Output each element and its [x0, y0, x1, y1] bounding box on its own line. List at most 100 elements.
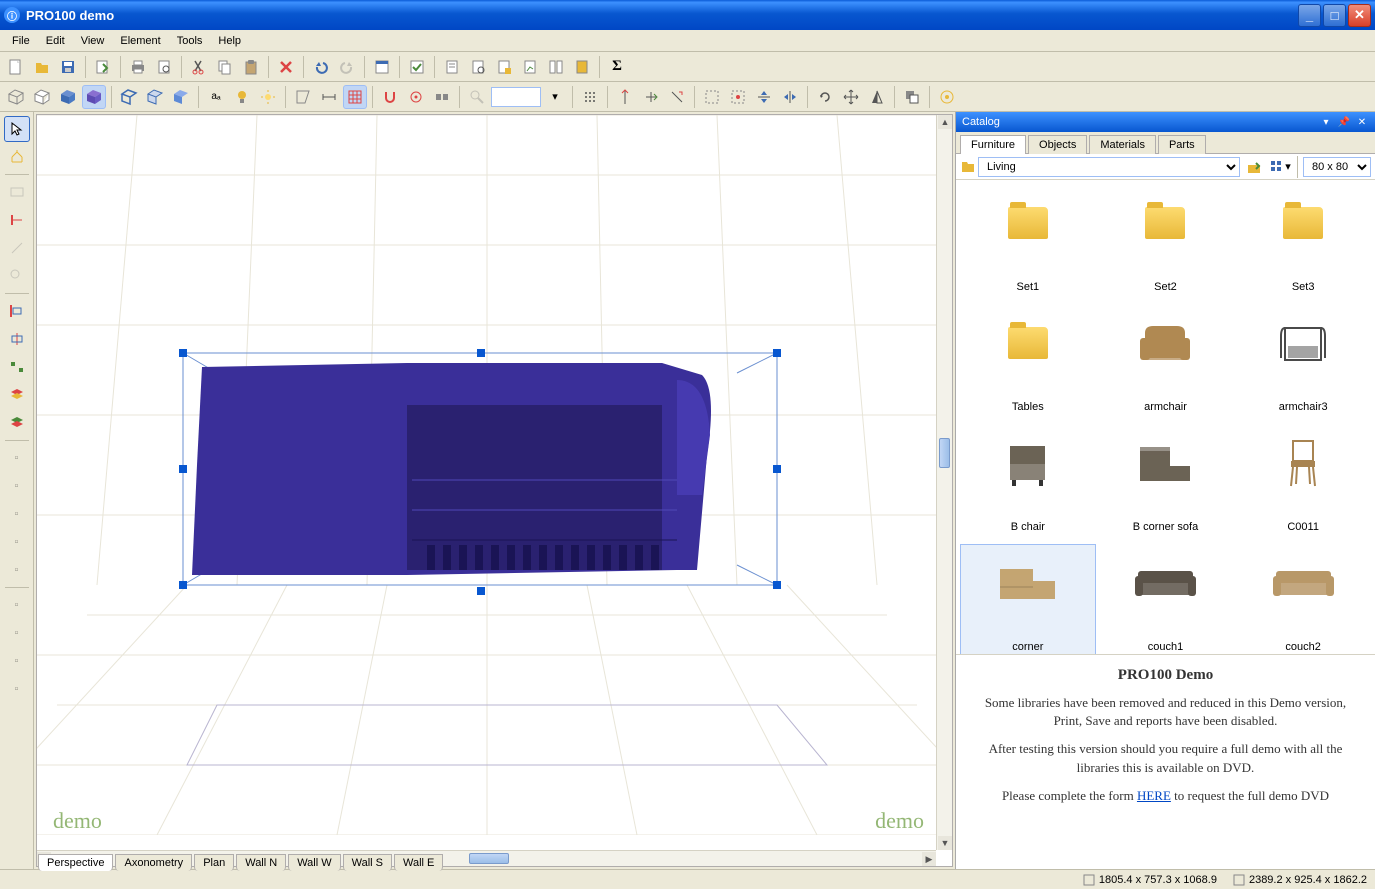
here-link[interactable]: HERE — [1137, 788, 1171, 803]
tab-wall-n[interactable]: Wall N — [236, 854, 286, 871]
folder-select[interactable]: Living — [978, 157, 1240, 177]
snap2-button[interactable] — [404, 85, 428, 109]
t9[interactable]: ▫ — [4, 676, 30, 702]
labels-button[interactable]: aₐ — [204, 85, 228, 109]
print-button[interactable] — [126, 55, 150, 79]
transparent-button[interactable] — [143, 85, 167, 109]
light-button[interactable] — [256, 85, 280, 109]
catalog-item[interactable]: Set1 — [960, 184, 1096, 302]
group1-button[interactable] — [700, 85, 724, 109]
align3-button[interactable] — [665, 85, 689, 109]
check-button[interactable] — [405, 55, 429, 79]
report3-button[interactable] — [492, 55, 516, 79]
minimize-button[interactable]: _ — [1298, 4, 1321, 27]
dist-h-tool[interactable] — [4, 354, 30, 380]
redo-button[interactable] — [335, 55, 359, 79]
dimension-button[interactable] — [317, 85, 341, 109]
group2-button[interactable] — [726, 85, 750, 109]
mirror-button[interactable] — [865, 85, 889, 109]
align-center-tool[interactable] — [4, 326, 30, 352]
open-button[interactable] — [30, 55, 54, 79]
tab-parts[interactable]: Parts — [1158, 135, 1206, 154]
catalog-close-icon[interactable]: ✕ — [1355, 115, 1369, 129]
t4[interactable]: ▫ — [4, 529, 30, 555]
tab-furniture[interactable]: Furniture — [960, 135, 1026, 154]
copy-button[interactable] — [213, 55, 237, 79]
catalog-grid-container[interactable]: Set1Set2Set3Tablesarmchairarmchair3B cha… — [956, 180, 1375, 654]
layer2-tool[interactable] — [4, 410, 30, 436]
menu-help[interactable]: Help — [210, 33, 249, 49]
tab-axonometry[interactable]: Axonometry — [115, 854, 192, 871]
select-tool[interactable] — [4, 116, 30, 142]
catalog-pin-icon[interactable]: 📌 — [1337, 115, 1351, 129]
catalog-item[interactable]: Tables — [960, 304, 1096, 422]
center-button[interactable] — [935, 85, 959, 109]
light-tool[interactable] — [4, 144, 30, 170]
line-tool[interactable] — [4, 235, 30, 261]
print-preview-button[interactable] — [152, 55, 176, 79]
catalog-item[interactable]: Set2 — [1098, 184, 1234, 302]
shading-button[interactable] — [169, 85, 193, 109]
t5[interactable]: ▫ — [4, 557, 30, 583]
view-mode-button[interactable]: ▾ — [1268, 155, 1292, 179]
report6-button[interactable] — [570, 55, 594, 79]
catalog-item[interactable]: couch2 — [1235, 544, 1371, 654]
folder-up-button[interactable] — [1242, 155, 1266, 179]
report1-button[interactable] — [440, 55, 464, 79]
collision-button[interactable] — [430, 85, 454, 109]
wireframe-button[interactable] — [4, 85, 28, 109]
t3[interactable]: ▫ — [4, 501, 30, 527]
import-button[interactable] — [91, 55, 115, 79]
undo-button[interactable] — [309, 55, 333, 79]
t2[interactable]: ▫ — [4, 473, 30, 499]
catalog-item[interactable]: C0011 — [1235, 424, 1371, 542]
sketch-button[interactable] — [30, 85, 54, 109]
tab-wall-w[interactable]: Wall W — [288, 854, 340, 871]
menu-tools[interactable]: Tools — [169, 33, 211, 49]
tab-wall-s[interactable]: Wall S — [343, 854, 392, 871]
align-left-tool[interactable] — [4, 298, 30, 324]
report2-button[interactable] — [466, 55, 490, 79]
catalog-item[interactable]: B corner sofa — [1098, 424, 1234, 542]
report5-button[interactable] — [544, 55, 568, 79]
t1[interactable]: ▫ — [4, 445, 30, 471]
align2-button[interactable] — [639, 85, 663, 109]
snap-grid-button[interactable] — [578, 85, 602, 109]
catalog-item[interactable]: Set3 — [1235, 184, 1371, 302]
measure-tool[interactable] — [4, 263, 30, 289]
catalog-item[interactable]: couch1 — [1098, 544, 1234, 654]
to-front-button[interactable] — [900, 85, 924, 109]
cut-button[interactable] — [187, 55, 211, 79]
mode1-button[interactable] — [291, 85, 315, 109]
vertical-scrollbar[interactable]: ▲▼ — [936, 115, 952, 850]
rect-tool[interactable] — [4, 179, 30, 205]
sum-button[interactable]: Σ — [605, 55, 629, 79]
tab-objects[interactable]: Objects — [1028, 135, 1087, 154]
viewport[interactable]: demo demo ▲▼ ◀▶ — [36, 114, 953, 867]
close-button[interactable]: ✕ — [1348, 4, 1371, 27]
catalog-item[interactable]: armchair — [1098, 304, 1234, 422]
textures-button[interactable] — [82, 85, 106, 109]
snap-button[interactable] — [378, 85, 402, 109]
layer-tool[interactable] — [4, 382, 30, 408]
delete-button[interactable] — [274, 55, 298, 79]
menu-edit[interactable]: Edit — [38, 33, 73, 49]
wall-tool[interactable] — [4, 207, 30, 233]
align1-button[interactable] — [613, 85, 637, 109]
t8[interactable]: ▫ — [4, 648, 30, 674]
tab-wall-e[interactable]: Wall E — [394, 854, 443, 871]
report4-button[interactable] — [518, 55, 542, 79]
zoom-dropdown[interactable]: ▾ — [543, 85, 567, 109]
flip-h-button[interactable] — [778, 85, 802, 109]
colors-button[interactable] — [56, 85, 80, 109]
menu-view[interactable]: View — [73, 33, 113, 49]
catalog-item[interactable]: corner — [960, 544, 1096, 654]
flip-v-button[interactable] — [752, 85, 776, 109]
contour-button[interactable] — [117, 85, 141, 109]
rotate1-button[interactable] — [813, 85, 837, 109]
move-button[interactable] — [839, 85, 863, 109]
catalog-item[interactable]: armchair3 — [1235, 304, 1371, 422]
grid-button[interactable] — [343, 85, 367, 109]
zoom-button[interactable] — [465, 85, 489, 109]
t6[interactable]: ▫ — [4, 592, 30, 618]
